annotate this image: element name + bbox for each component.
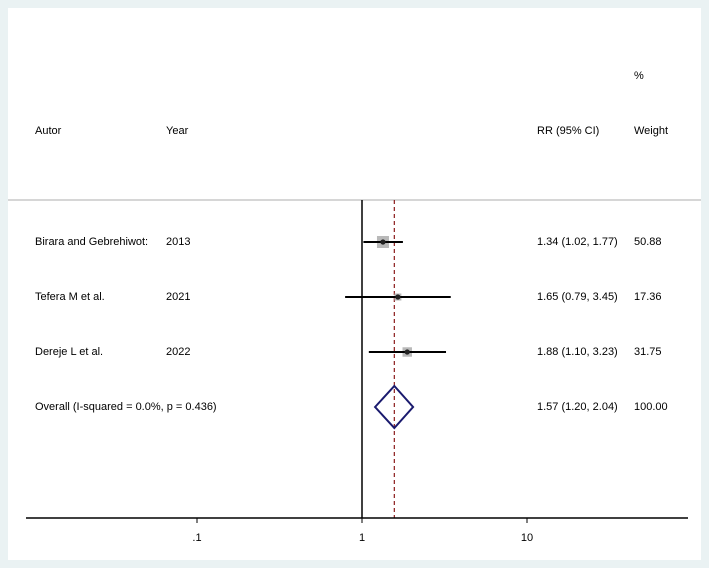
overall-weight-text: 100.00: [634, 401, 668, 413]
overall-rr-text: 1.57 (1.20, 2.04): [537, 401, 618, 413]
study-label: Tefera M et al.: [35, 291, 105, 303]
point-estimate: [395, 294, 401, 300]
study-rr-text: 1.65 (0.79, 3.45): [537, 291, 618, 303]
weight-percent-label: %: [634, 70, 644, 82]
point-estimate: [380, 239, 386, 245]
study-weight-text: 31.75: [634, 346, 662, 358]
study-weight-text: 50.88: [634, 236, 662, 248]
overall-diamond: [373, 384, 415, 430]
year-column-header: Year: [166, 125, 189, 137]
x-tick-label: 1: [359, 532, 365, 544]
overall-label: Overall (I-squared = 0.0%, p = 0.436): [35, 401, 217, 413]
rr-column-header: RR (95% CI): [537, 125, 600, 137]
study-rr-text: 1.88 (1.10, 3.23): [537, 346, 618, 358]
study-label: Birara and Gebrehiwot:: [35, 236, 149, 248]
study-year: 2022: [166, 346, 191, 358]
study-label: Dereje L et al.: [35, 346, 104, 358]
weight-column-header: Weight: [634, 125, 669, 137]
study-year: 2021: [166, 291, 191, 303]
x-tick-label: 10: [521, 532, 533, 544]
study-column-header: Autor: [35, 125, 62, 137]
plot-panel: [8, 8, 701, 560]
x-tick-label: .1: [192, 532, 201, 544]
study-rr-text: 1.34 (1.02, 1.77): [537, 236, 618, 248]
study-year: 2013: [166, 236, 191, 248]
point-estimate: [404, 349, 410, 355]
study-weight-text: 17.36: [634, 291, 662, 303]
